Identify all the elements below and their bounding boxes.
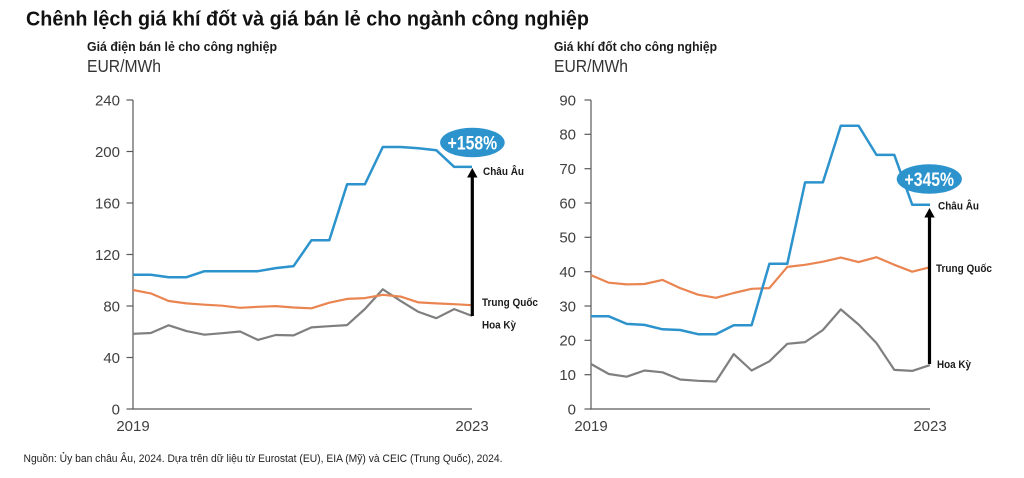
svg-text:Hoa Kỳ: Hoa Kỳ [482, 320, 517, 332]
svg-text:Giá khí đốt cho công nghiệp: Giá khí đốt cho công nghiệp [554, 39, 717, 54]
svg-text:Châu Âu: Châu Âu [483, 165, 524, 178]
svg-text:240: 240 [95, 92, 120, 109]
svg-text:40: 40 [103, 350, 120, 367]
svg-text:Nguồn: Ủy ban châu Âu, 2024. D: Nguồn: Ủy ban châu Âu, 2024. Dựa trên dữ… [24, 452, 503, 465]
svg-text:Trung Quốc: Trung Quốc [482, 297, 538, 309]
svg-text:Hoa Kỳ: Hoa Kỳ [937, 359, 972, 371]
svg-text:80: 80 [559, 127, 576, 144]
svg-text:30: 30 [559, 298, 576, 315]
svg-text:10: 10 [559, 367, 576, 384]
svg-text:+158%: +158% [448, 133, 498, 154]
svg-text:2019: 2019 [116, 418, 149, 435]
svg-text:50: 50 [559, 230, 576, 247]
svg-text:Giá điện bán lẻ cho công nghiệ: Giá điện bán lẻ cho công nghiệp [87, 39, 277, 54]
svg-text:90: 90 [559, 92, 576, 109]
svg-text:160: 160 [95, 195, 120, 212]
svg-text:40: 40 [559, 264, 576, 281]
svg-text:EUR/MWh: EUR/MWh [87, 56, 161, 76]
svg-text:2023: 2023 [455, 418, 488, 435]
svg-text:80: 80 [103, 298, 120, 315]
svg-text:200: 200 [95, 144, 120, 161]
svg-text:Chênh lệch giá khí đốt và giá: Chênh lệch giá khí đốt và giá bán lẻ cho… [26, 9, 589, 31]
svg-text:60: 60 [559, 195, 576, 212]
svg-text:Châu Âu: Châu Âu [938, 200, 979, 213]
svg-text:+345%: +345% [905, 170, 955, 191]
svg-text:Trung Quốc: Trung Quốc [936, 263, 992, 275]
svg-text:20: 20 [559, 333, 576, 350]
svg-text:EUR/MWh: EUR/MWh [554, 56, 628, 76]
svg-text:70: 70 [559, 161, 576, 178]
svg-text:2023: 2023 [913, 418, 946, 435]
svg-text:2019: 2019 [574, 418, 607, 435]
svg-text:0: 0 [112, 401, 120, 418]
svg-text:0: 0 [568, 401, 576, 418]
svg-text:120: 120 [95, 247, 120, 264]
